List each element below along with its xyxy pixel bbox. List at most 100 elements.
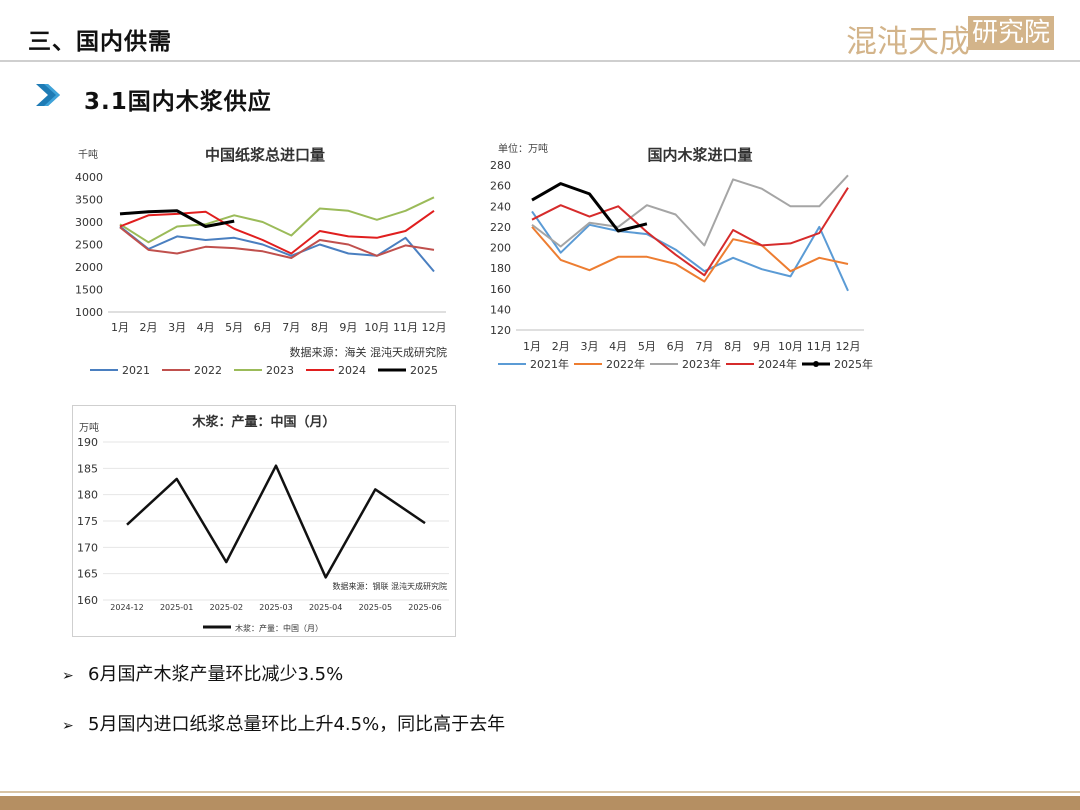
x-tick-label: 2025-04 — [309, 603, 342, 612]
wood-pulp-output-chart: 木浆：产量：中国（月） 万吨 160 165 170 175 180 185 190 2024-1… — [77, 414, 449, 633]
x-tick-label: 1月 — [111, 321, 129, 334]
bullet-text: 5月国内进口纸浆总量环比上升4.5%，同比高于去年 — [88, 714, 506, 735]
chart-title: 中国纸浆总进口量 — [205, 146, 325, 164]
source-note: 数据来源：钢联 混沌天成研究院 — [332, 581, 447, 591]
y-tick-label: 180 — [490, 262, 511, 275]
x-tick-label: 2月 — [552, 340, 570, 353]
legend-label: 2025年 — [834, 357, 873, 371]
bullet-item: ➢ 5月国内进口纸浆总量环比上升4.5%，同比高于去年 — [62, 710, 505, 736]
series-line-2025 — [119, 209, 235, 228]
section-title: 3.1国内木浆供应 — [84, 89, 272, 115]
y-tick-label: 3000 — [75, 216, 103, 229]
x-tick-label: 10月 — [778, 340, 803, 353]
footer-bar — [0, 796, 1080, 810]
x-tick-label: 9月 — [753, 340, 771, 353]
y-tick-label: 160 — [490, 283, 511, 296]
y-tick-label: 160 — [77, 594, 98, 607]
legend-label: 2024年 — [758, 357, 797, 371]
y-tick-label: 175 — [77, 515, 98, 528]
series-line-2024年 — [531, 187, 849, 277]
bullet-text: 6月国产木浆产量环比减少3.5% — [88, 664, 344, 685]
x-tick-label: 8月 — [311, 321, 329, 334]
y-tick-label: 120 — [490, 324, 511, 337]
y-tick-label: 280 — [490, 159, 511, 172]
x-tick-label: 2025-05 — [359, 603, 392, 612]
y-tick-label: 1000 — [75, 306, 103, 319]
y-tick-label: 220 — [490, 221, 511, 234]
y-tick-label: 165 — [77, 568, 98, 581]
x-tick-label: 4月 — [197, 321, 215, 334]
logo-box-text: 研究院 — [968, 16, 1054, 50]
x-tick-label: 2月 — [140, 321, 158, 334]
arrow-bullet-icon: ➢ — [62, 668, 74, 684]
y-tick-label: 140 — [490, 303, 511, 316]
x-tick-label: 2025-01 — [160, 603, 193, 612]
series-line-2022 — [119, 226, 435, 259]
y-tick-label: 2000 — [75, 261, 103, 274]
bullet-item: ➢ 6月国产木浆产量环比减少3.5% — [62, 660, 343, 686]
legend-label: 2022 — [194, 364, 222, 377]
series-line-2025年 — [531, 182, 648, 233]
x-tick-label: 7月 — [695, 340, 713, 353]
y-tick-label: 190 — [77, 436, 98, 449]
x-tick-label: 12月 — [836, 340, 861, 353]
y-tick-label: 185 — [77, 462, 98, 475]
x-tick-label: 2025-06 — [408, 603, 441, 612]
series-line-2023 — [119, 196, 435, 244]
x-tick-label: 6月 — [254, 321, 272, 334]
header-divider — [0, 60, 1080, 62]
page-title: 三、国内供需 — [28, 29, 172, 55]
series-line-2023年 — [531, 174, 849, 248]
y-tick-label: 4000 — [75, 171, 103, 184]
x-tick-label: 7月 — [282, 321, 300, 334]
chevron-right-icon — [36, 84, 60, 106]
y-tick-label: 2500 — [75, 239, 103, 252]
unit-label: 千吨 — [78, 148, 98, 161]
footer-divider — [0, 791, 1080, 793]
company-logo: 混沌天成 研究院 — [846, 14, 1056, 60]
x-tick-label: 1月 — [523, 340, 541, 353]
x-tick-label: 10月 — [364, 321, 389, 334]
y-tick-label: 240 — [490, 200, 511, 213]
logo-text: 混沌天成 — [846, 24, 970, 60]
series-line-2021 — [119, 225, 435, 273]
chart-title: 木浆：产量：中国（月） — [191, 414, 335, 430]
x-tick-label: 2025-03 — [259, 603, 292, 612]
legend-label: 2025 — [410, 364, 438, 377]
x-tick-label: 2025-02 — [210, 603, 243, 612]
x-tick-label: 12月 — [422, 321, 447, 334]
arrow-bullet-icon: ➢ — [62, 718, 74, 734]
y-tick-label: 3500 — [75, 194, 103, 207]
x-tick-label: 4月 — [609, 340, 627, 353]
pulp-import-total-chart: 中国纸浆总进口量 千吨 1000 1500 2000 2500 3000 3500 4000 1月… — [75, 146, 448, 377]
x-tick-label: 3月 — [580, 340, 598, 353]
x-tick-label: 11月 — [393, 321, 418, 334]
chart-title: 国内木浆进口量 — [647, 146, 752, 164]
legend-label: 2021 — [122, 364, 150, 377]
y-tick-label: 1500 — [75, 284, 103, 297]
source-note: 数据来源：海关 混沌天成研究院 — [290, 345, 448, 359]
series-line-木浆：产量：中国（月） — [126, 464, 426, 579]
series-line-2024 — [119, 209, 435, 255]
y-tick-label: 200 — [490, 242, 511, 255]
unit-label: 万吨 — [79, 421, 99, 434]
x-tick-label: 9月 — [339, 321, 357, 334]
x-tick-label: 8月 — [724, 340, 742, 353]
y-tick-label: 170 — [77, 541, 98, 554]
legend-label: 2022年 — [606, 357, 645, 371]
x-tick-label: 5月 — [225, 321, 243, 334]
series-line-2022年 — [531, 226, 849, 283]
y-tick-label: 180 — [77, 489, 98, 502]
legend-label: 2023 — [266, 364, 294, 377]
wood-pulp-import-chart: 国内木浆进口量 单位：万吨 120 140 160 180 200 220 240 260 280 1… — [490, 142, 873, 371]
x-tick-label: 11月 — [807, 340, 832, 353]
x-tick-label: 2024-12 — [110, 603, 143, 612]
series-line-2021年 — [531, 210, 849, 292]
legend-label: 2024 — [338, 364, 366, 377]
legend-label: 2021年 — [530, 357, 569, 371]
legend-label: 木浆：产量：中国（月） — [235, 623, 323, 633]
x-tick-label: 6月 — [667, 340, 685, 353]
legend-label: 2023年 — [682, 357, 721, 371]
legend-marker — [813, 361, 819, 367]
x-tick-label: 3月 — [168, 321, 186, 334]
